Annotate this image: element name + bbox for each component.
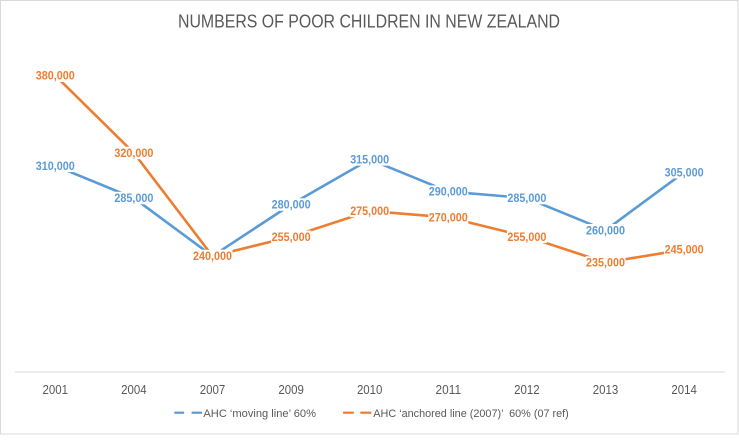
svg-text:305,000: 305,000 [665,167,704,179]
svg-text:380,000: 380,000 [36,71,75,83]
svg-text:2012: 2012 [514,383,540,397]
svg-text:255,000: 255,000 [272,232,311,244]
svg-text:270,000: 270,000 [429,213,468,225]
svg-text:310,000: 310,000 [36,161,75,173]
svg-text:2013: 2013 [593,383,619,397]
svg-text:AHC ‘anchored line (2007)’ 60: AHC ‘anchored line (2007)’ 60% (07 ref) [373,408,569,420]
svg-text:255,000: 255,000 [507,232,546,244]
svg-text:290,000: 290,000 [429,187,468,199]
svg-text:2009: 2009 [278,383,304,397]
svg-text:2010: 2010 [357,383,383,397]
svg-text:315,000: 315,000 [350,155,389,167]
svg-text:275,000: 275,000 [350,206,389,218]
svg-text:285,000: 285,000 [507,193,546,205]
svg-text:2007: 2007 [200,383,226,397]
svg-text:240,000: 240,000 [193,251,232,263]
svg-text:260,000: 260,000 [586,225,625,237]
svg-text:235,000: 235,000 [586,258,625,270]
svg-text:2014: 2014 [671,383,697,397]
svg-text:2001: 2001 [43,383,69,397]
svg-text:285,000: 285,000 [114,193,153,205]
svg-text:280,000: 280,000 [272,200,311,212]
svg-text:2011: 2011 [436,383,462,397]
svg-text:320,000: 320,000 [114,148,153,160]
svg-text:NUMBERS OF POOR CHILDREN IN NE: NUMBERS OF POOR CHILDREN IN NEW ZEALAND [178,11,560,32]
svg-text:AHC ‘moving line’ 60%: AHC ‘moving line’ 60% [203,408,316,420]
svg-text:245,000: 245,000 [665,245,704,257]
svg-text:2004: 2004 [121,383,147,397]
